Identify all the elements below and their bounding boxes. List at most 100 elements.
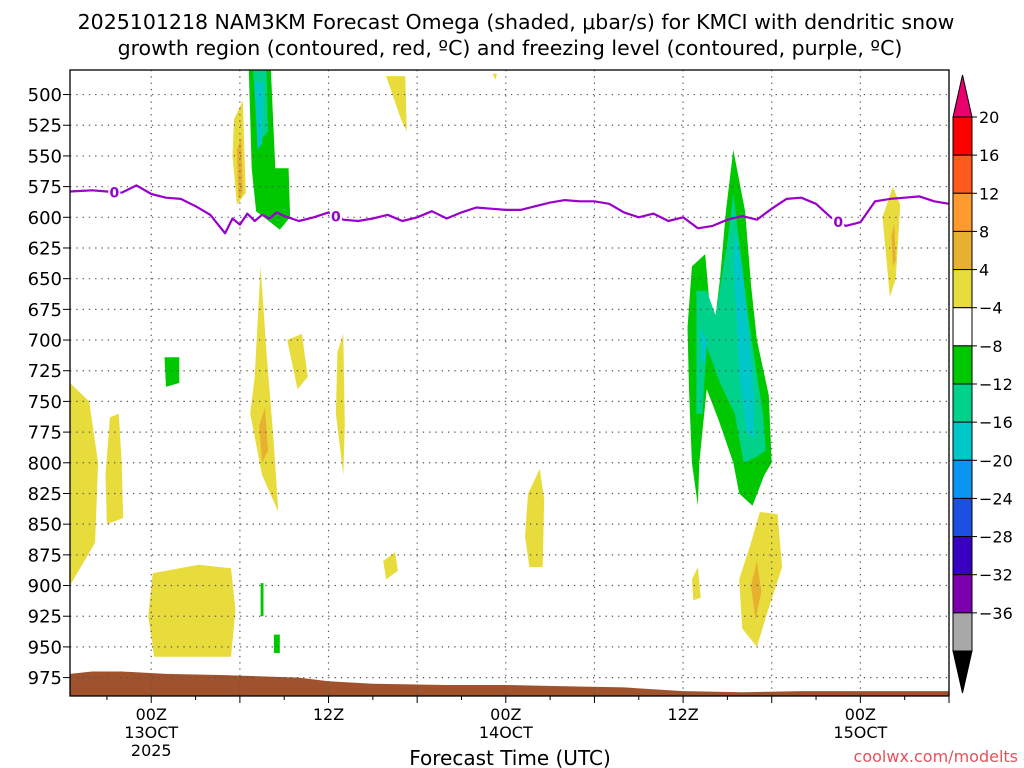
omega-area-4-2 <box>148 564 236 657</box>
plot-border <box>69 69 950 697</box>
freezing-level-label-2: 0 <box>833 215 843 231</box>
colorbar-label-11: −28 <box>979 528 1013 547</box>
terrain-layer <box>70 671 949 696</box>
omega-area-4-4 <box>250 266 279 512</box>
omega-area--4-19 <box>164 357 180 387</box>
y-tick-label-850: 850 <box>28 515 62 536</box>
y-axis: 500 525 550 575 600 625 650 675 700 725 750 775 800 8… <box>28 85 70 689</box>
colorbar-segment-8 <box>952 421 973 461</box>
omega-area-4-12 <box>739 511 783 647</box>
colorbar-segment-1 <box>952 154 973 194</box>
omega-area-4-10 <box>383 552 398 580</box>
omega-area-4-0 <box>70 383 99 586</box>
y-tick-label-525: 525 <box>28 116 62 137</box>
y-tick-label-550: 550 <box>28 146 62 167</box>
omega-area-4-13 <box>882 186 901 298</box>
x-tick-label-48: 00Z <box>845 705 876 724</box>
colorbar-segment-2 <box>952 192 973 232</box>
omega-area-4-9 <box>525 468 545 568</box>
chart-title-line1: 2025101218 NAM3KM Forecast Omega (shaded… <box>78 10 955 34</box>
y-tick-label-700: 700 <box>28 331 62 352</box>
colorbar: 20 16 12 8 4 −4 −8 −12 −16 −20 −24 −28 −32 −36 <box>952 74 1013 694</box>
omega-area--12-26 <box>700 327 707 365</box>
chart-title-line2: growth region (contoured, red, ºC) and f… <box>118 36 903 60</box>
colorbar-label-3: 8 <box>979 222 989 241</box>
colorbar-segment-4 <box>952 269 973 309</box>
omega-area--12-27 <box>733 229 754 439</box>
y-tick-label-600: 600 <box>28 208 62 229</box>
omega-area-4-6 <box>335 333 345 476</box>
y-tick-label-725: 725 <box>28 361 62 382</box>
x-tick-label-36: 12Z <box>667 705 698 724</box>
colorbar-segment-10 <box>952 497 973 538</box>
colorbar-top-arrow <box>952 74 973 118</box>
y-tick-label-625: 625 <box>28 238 62 259</box>
colorbar-segment-0 <box>952 116 973 156</box>
colorbar-segment-3 <box>952 230 973 271</box>
omega-area-8-14 <box>236 137 243 199</box>
terrain-fill <box>70 671 949 696</box>
y-tick-label-575: 575 <box>28 177 62 198</box>
colorbar-label-10: −24 <box>979 489 1013 508</box>
freezing-level-layer: 0 0 0 <box>69 184 950 235</box>
omega-area--4-20 <box>260 583 264 617</box>
x-tick-date-0: 13OCT <box>124 723 178 742</box>
omega-area-4-8 <box>492 73 497 80</box>
colorbar-label-6: −8 <box>979 337 1003 356</box>
colorbar-label-0: 20 <box>979 108 999 127</box>
omega-area-8-15 <box>259 407 268 463</box>
y-tick-label-675: 675 <box>28 300 62 321</box>
y-tick-label-775: 775 <box>28 423 62 444</box>
colorbar-label-9: −20 <box>979 451 1013 470</box>
omega-shaded-areas <box>70 70 901 657</box>
colorbar-label-12: −32 <box>979 566 1013 585</box>
omega-area--12-25 <box>254 82 264 150</box>
y-tick-label-800: 800 <box>28 453 62 474</box>
x-tick-label-0: 00Z <box>136 705 167 724</box>
y-tick-label-925: 925 <box>28 607 62 628</box>
x-tick-date-24: 14OCT <box>479 723 533 742</box>
y-tick-label-950: 950 <box>28 637 62 658</box>
plot-frame <box>69 69 950 697</box>
y-tick-label-500: 500 <box>28 85 62 106</box>
x-tick-year-0: 2025 <box>131 741 172 760</box>
freezing-label-bg-2 <box>832 213 845 230</box>
omega-area-4-5 <box>287 333 308 390</box>
y-tick-label-900: 900 <box>28 576 62 597</box>
freezing-label-bg-0 <box>108 184 121 201</box>
colorbar-segment-6 <box>952 345 973 385</box>
omega-area-8-16 <box>751 561 762 620</box>
colorbar-segment-5 <box>952 307 973 347</box>
freezing-level-line <box>69 184 950 235</box>
colorbar-label-13: −36 <box>979 604 1013 623</box>
colorbar-segment-7 <box>952 383 973 423</box>
omega-area--4-21 <box>273 634 280 653</box>
colorbar-label-1: 16 <box>979 146 999 165</box>
omega-area-4-7 <box>386 76 407 132</box>
colorbar-label-7: −12 <box>979 375 1013 394</box>
omega-area-8-17 <box>891 223 896 267</box>
freezing-level-label-0: 0 <box>109 186 119 202</box>
y-tick-label-750: 750 <box>28 392 62 413</box>
omega-area-4-11 <box>691 567 701 601</box>
colorbar-bottom-arrow <box>952 650 973 694</box>
y-tick-label-825: 825 <box>28 484 62 505</box>
colorbar-label-8: −16 <box>979 413 1013 432</box>
freezing-level-label-1: 0 <box>331 210 341 226</box>
colorbar-segment-12 <box>952 574 973 614</box>
y-tick-label-650: 650 <box>28 269 62 290</box>
y-tick-label-875: 875 <box>28 545 62 566</box>
colorbar-label-2: 12 <box>979 184 999 203</box>
colorbar-label-4: 4 <box>979 261 989 280</box>
x-axis-label: Forecast Time (UTC) <box>409 746 611 768</box>
x-tick-date-48: 15OCT <box>833 723 887 742</box>
colorbar-segment-9 <box>952 459 973 499</box>
x-tick-label-12: 12Z <box>313 705 344 724</box>
watermark: coolwx.com/modelts <box>854 747 1018 766</box>
freezing-label-bg-1 <box>329 208 342 225</box>
omega-area-4-1 <box>105 413 124 525</box>
colorbar-segment-11 <box>952 536 973 576</box>
y-tick-label-975: 975 <box>28 668 62 689</box>
x-tick-label-24: 00Z <box>490 705 521 724</box>
